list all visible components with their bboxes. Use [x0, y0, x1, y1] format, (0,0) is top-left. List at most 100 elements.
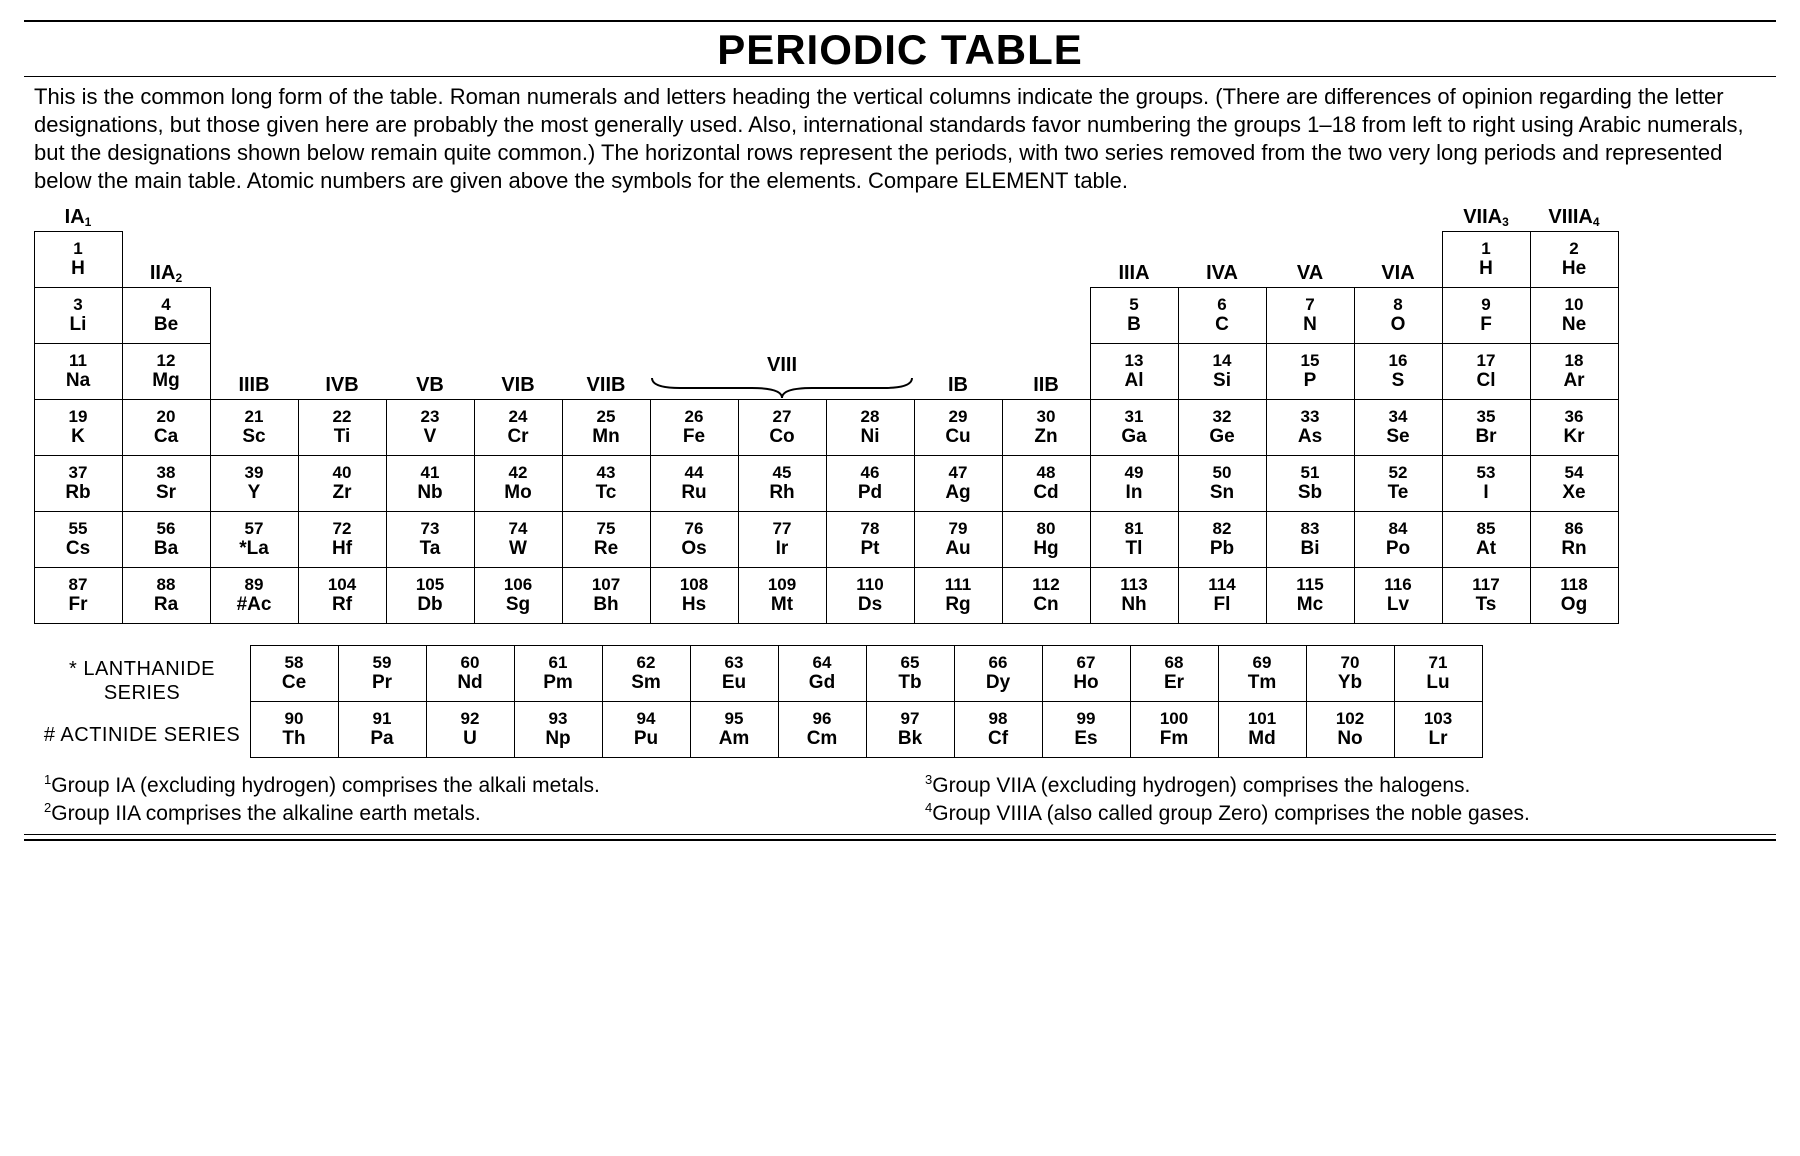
element-cell: 63Eu	[690, 645, 779, 702]
element-cell: 87Fr	[34, 567, 123, 624]
element-cell: 77Ir	[738, 511, 827, 568]
element-cell: 27Co	[738, 399, 827, 456]
element-cell: 73Ta	[386, 511, 475, 568]
element-cell: 54Xe	[1530, 455, 1619, 512]
element-cell: 37Rb	[34, 455, 123, 512]
element-cell: 66Dy	[954, 645, 1043, 702]
element-cell: 25Mn	[562, 399, 651, 456]
element-cell: 58Ce	[250, 645, 339, 702]
element-cell: 7N	[1266, 287, 1355, 344]
element-cell: 50Sn	[1178, 455, 1267, 512]
element-cell: 49In	[1090, 455, 1179, 512]
group-IIB: IIB	[1002, 344, 1090, 400]
footnote-1: 1Group IA (excluding hydrogen) comprises…	[44, 772, 885, 798]
element-cell: 11Na	[34, 343, 123, 400]
element-cell: 26Fe	[650, 399, 739, 456]
element-cell: 34Se	[1354, 399, 1443, 456]
footnote-2: 2Group IIA comprises the alkaline earth …	[44, 800, 885, 826]
element-cell: 67Ho	[1042, 645, 1131, 702]
group-IVA: IVA	[1178, 232, 1266, 288]
group-VIIA: VIIA3	[1442, 202, 1530, 232]
element-cell: 45Rh	[738, 455, 827, 512]
group-VIII-brace: VIII	[650, 344, 914, 400]
element-cell: 12Mg	[122, 343, 211, 400]
element-cell: 80Hg	[1002, 511, 1091, 568]
element-cell: 91Pa	[338, 701, 427, 758]
element-cell: 59Pr	[338, 645, 427, 702]
f-grid: 58Ce59Pr60Nd61Pm62Sm63Eu64Gd65Tb66Dy67Ho…	[250, 646, 1482, 758]
element-cell: 15P	[1266, 343, 1355, 400]
element-cell: 47Ag	[914, 455, 1003, 512]
element-cell: 103Lr	[1394, 701, 1483, 758]
element-cell: 4Be	[122, 287, 211, 344]
element-cell: 53I	[1442, 455, 1531, 512]
rule-heavy-top	[24, 20, 1776, 22]
element-cell: 51Sb	[1266, 455, 1355, 512]
intro-paragraph: This is the common long form of the tabl…	[34, 83, 1766, 196]
element-cell: 101Md	[1218, 701, 1307, 758]
rule-above-bottom	[24, 834, 1776, 835]
element-cell: 107Bh	[562, 567, 651, 624]
element-cell: 81Tl	[1090, 511, 1179, 568]
element-cell: 19K	[34, 399, 123, 456]
footnotes: 1Group IA (excluding hydrogen) comprises…	[44, 772, 1766, 826]
element-cell: 35Br	[1442, 399, 1531, 456]
element-cell: 2He	[1530, 231, 1619, 288]
element-cell: 92U	[426, 701, 515, 758]
element-cell: 1H	[34, 231, 123, 288]
element-cell: 32Ge	[1178, 399, 1267, 456]
element-cell: 116Lv	[1354, 567, 1443, 624]
element-cell: 9F	[1442, 287, 1531, 344]
element-cell: 62Sm	[602, 645, 691, 702]
element-cell: 20Ca	[122, 399, 211, 456]
element-cell: 13Al	[1090, 343, 1179, 400]
element-cell: 82Pb	[1178, 511, 1267, 568]
element-cell: 104Rf	[298, 567, 387, 624]
footnote-3: 3Group VIIA (excluding hydrogen) compris…	[925, 772, 1766, 798]
element-cell: 84Po	[1354, 511, 1443, 568]
main-grid: 1HIIA2IIIAIVAVAVIA1H2He3Li4Be5B6C7N8O9F1…	[34, 232, 1776, 624]
element-cell: 96Cm	[778, 701, 867, 758]
element-cell: 3Li	[34, 287, 123, 344]
element-cell: 43Tc	[562, 455, 651, 512]
element-cell: 8O	[1354, 287, 1443, 344]
lanthanide-label: * LANTHANIDE SERIES	[34, 657, 250, 705]
element-cell: 68Er	[1130, 645, 1219, 702]
element-cell: 60Nd	[426, 645, 515, 702]
group-VIIIA: VIIIA4	[1530, 202, 1618, 232]
element-cell: 1H	[1442, 231, 1531, 288]
element-cell: 74W	[474, 511, 563, 568]
actinide-label: # ACTINIDE SERIES	[34, 723, 250, 747]
element-cell: 17Cl	[1442, 343, 1531, 400]
element-cell: 46Pd	[826, 455, 915, 512]
page-title: PERIODIC TABLE	[24, 26, 1776, 74]
element-cell: 98Cf	[954, 701, 1043, 758]
element-cell: 79Au	[914, 511, 1003, 568]
group-VIB: VIB	[474, 344, 562, 400]
element-cell: 55Cs	[34, 511, 123, 568]
footnote-4: 4Group VIIIA (also called group Zero) co…	[925, 800, 1766, 826]
element-cell: 57*La	[210, 511, 299, 568]
element-cell: 110Ds	[826, 567, 915, 624]
element-cell: 108Hs	[650, 567, 739, 624]
element-cell: 70Yb	[1306, 645, 1395, 702]
element-cell: 36Kr	[1530, 399, 1619, 456]
element-cell: 113Nh	[1090, 567, 1179, 624]
element-cell: 41Nb	[386, 455, 475, 512]
element-cell: 56Ba	[122, 511, 211, 568]
element-cell: 6C	[1178, 287, 1267, 344]
element-cell: 33As	[1266, 399, 1355, 456]
element-cell: 88Ra	[122, 567, 211, 624]
group-IB: IB	[914, 344, 1002, 400]
element-cell: 115Mc	[1266, 567, 1355, 624]
element-cell: 38Sr	[122, 455, 211, 512]
group-IVB: IVB	[298, 344, 386, 400]
element-cell: 102No	[1306, 701, 1395, 758]
element-cell: 117Ts	[1442, 567, 1531, 624]
element-cell: 64Gd	[778, 645, 867, 702]
element-cell: 28Ni	[826, 399, 915, 456]
rule-under-title	[24, 76, 1776, 77]
element-cell: 76Os	[650, 511, 739, 568]
element-cell: 42Mo	[474, 455, 563, 512]
element-cell: 61Pm	[514, 645, 603, 702]
